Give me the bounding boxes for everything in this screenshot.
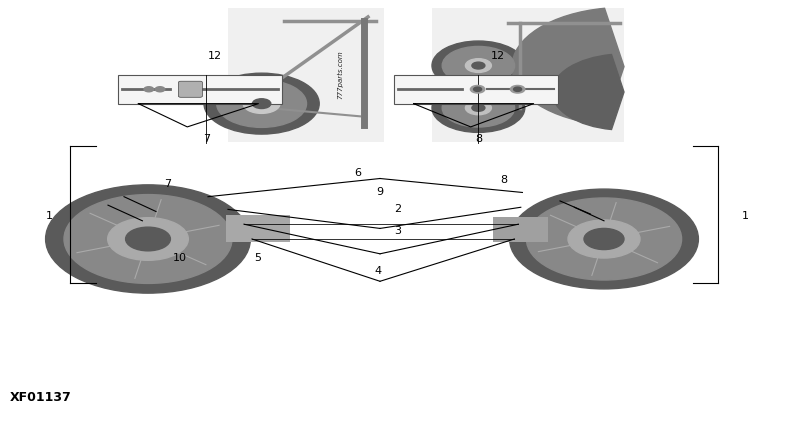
Text: 7: 7 xyxy=(165,179,171,189)
Circle shape xyxy=(155,87,165,92)
Text: 7: 7 xyxy=(203,134,210,144)
Text: 3: 3 xyxy=(394,225,401,236)
Circle shape xyxy=(466,59,491,72)
Circle shape xyxy=(442,89,514,127)
Text: 6: 6 xyxy=(354,168,361,179)
Text: 8: 8 xyxy=(501,175,507,185)
Wedge shape xyxy=(512,8,624,125)
FancyBboxPatch shape xyxy=(178,81,202,97)
Circle shape xyxy=(526,198,682,280)
Bar xyxy=(394,75,558,104)
Circle shape xyxy=(46,185,250,293)
Text: 1: 1 xyxy=(46,211,53,221)
Text: 12: 12 xyxy=(207,51,222,61)
FancyBboxPatch shape xyxy=(226,215,290,242)
Text: 10: 10 xyxy=(173,253,187,263)
Text: 12: 12 xyxy=(490,51,505,61)
Circle shape xyxy=(472,62,485,69)
Circle shape xyxy=(252,99,271,109)
Circle shape xyxy=(470,85,485,93)
Wedge shape xyxy=(552,55,624,129)
Bar xyxy=(432,8,624,142)
Text: 9: 9 xyxy=(377,187,383,198)
Circle shape xyxy=(442,47,514,85)
Circle shape xyxy=(243,94,280,113)
Text: 4: 4 xyxy=(375,266,382,276)
Circle shape xyxy=(126,227,170,251)
Circle shape xyxy=(568,220,640,258)
Circle shape xyxy=(144,87,154,92)
Circle shape xyxy=(204,73,319,134)
Circle shape xyxy=(432,41,525,90)
Text: 2: 2 xyxy=(394,204,401,214)
Circle shape xyxy=(64,195,232,283)
FancyBboxPatch shape xyxy=(493,217,548,242)
Text: 777parts.com: 777parts.com xyxy=(337,51,343,99)
Circle shape xyxy=(466,101,491,115)
Circle shape xyxy=(108,218,188,260)
Circle shape xyxy=(510,85,525,93)
Circle shape xyxy=(514,87,522,91)
Circle shape xyxy=(584,228,624,250)
Circle shape xyxy=(472,104,485,111)
Bar xyxy=(118,75,282,104)
Text: XF01137: XF01137 xyxy=(10,391,71,404)
Circle shape xyxy=(432,83,525,132)
Bar xyxy=(228,8,384,142)
Text: 8: 8 xyxy=(475,134,482,144)
Circle shape xyxy=(217,80,306,127)
Text: 1: 1 xyxy=(742,211,749,221)
Text: 5: 5 xyxy=(254,253,261,263)
Circle shape xyxy=(510,189,698,289)
Circle shape xyxy=(474,87,482,91)
